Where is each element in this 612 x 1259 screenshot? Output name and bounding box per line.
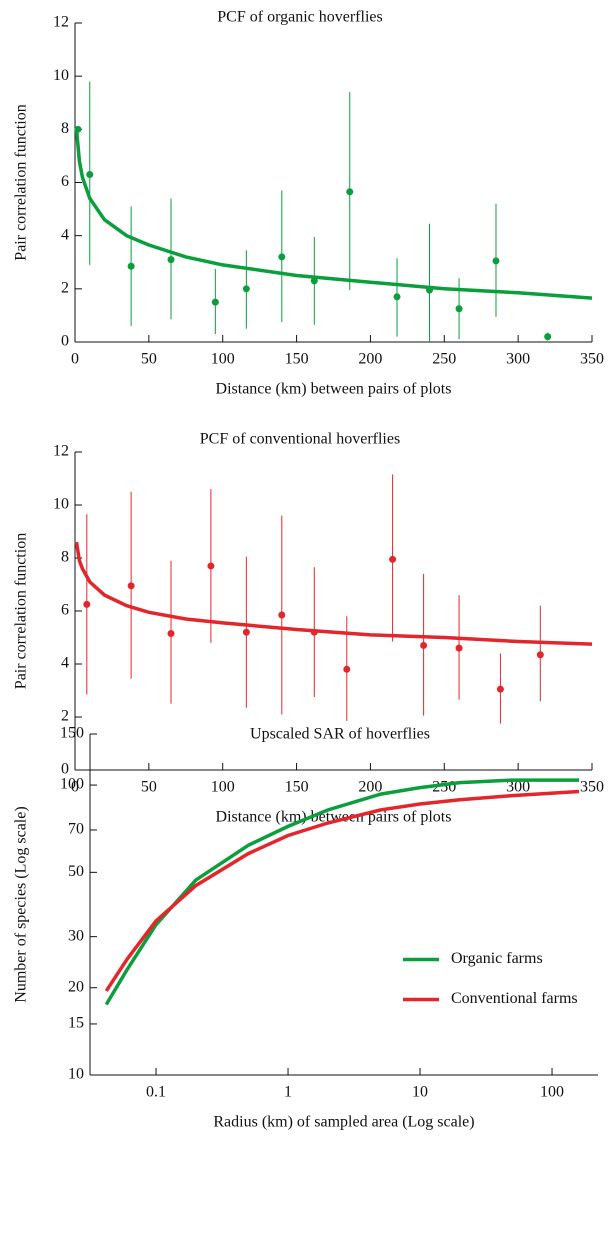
data-point — [393, 293, 401, 301]
data-point — [127, 262, 135, 270]
x-tick-label: 300 — [506, 779, 530, 796]
y-tick-label: 4 — [61, 655, 69, 672]
data-point — [242, 285, 250, 293]
x-tick-label: 300 — [506, 351, 530, 368]
y-tick-label: 6 — [61, 602, 69, 619]
y-tick-label: 6 — [61, 173, 69, 190]
legend-label: Conventional farms — [451, 990, 578, 1007]
data-point — [83, 600, 91, 608]
y-tick-label: 0 — [61, 333, 69, 350]
y-tick-label: 0 — [61, 761, 69, 778]
fit-line — [74, 129, 593, 300]
data-point — [346, 188, 354, 196]
y-tick-label: 12 — [53, 14, 69, 31]
data-point — [492, 257, 500, 265]
legend-label: Organic farms — [451, 950, 543, 967]
x-tick-label: 1 — [284, 1084, 292, 1101]
y-tick-label: 2 — [61, 708, 69, 725]
y-tick-label: 12 — [53, 443, 69, 460]
series-line — [104, 789, 580, 992]
x-axis-label: Radius (km) of sampled area (Log scale) — [213, 1114, 474, 1131]
data-point — [127, 582, 135, 590]
y-tick-label: 10 — [53, 496, 69, 513]
y-tick-label: 2 — [61, 280, 69, 297]
data-point — [536, 651, 544, 659]
y-tick-label: 15 — [68, 1015, 84, 1032]
x-tick-label: 100 — [540, 1084, 564, 1101]
data-point — [455, 305, 463, 313]
y-tick-label: 8 — [61, 120, 69, 137]
y-tick-label: 150 — [60, 725, 84, 742]
y-tick-label: 30 — [68, 927, 84, 944]
y-tick-label: 70 — [68, 821, 84, 838]
y-tick-label: 10 — [68, 1066, 84, 1083]
y-tick-label: 10 — [53, 67, 69, 84]
y-tick-label: 20 — [68, 978, 84, 995]
data-point — [496, 685, 504, 693]
data-point — [310, 277, 318, 285]
data-point — [455, 644, 463, 652]
data-point — [343, 665, 351, 673]
x-tick-label: 100 — [211, 351, 235, 368]
x-tick-label: 100 — [211, 779, 235, 796]
y-axis-label: Number of species (Log scale) — [13, 806, 30, 1002]
data-point — [211, 298, 219, 306]
chart-title: PCF of organic hoverflies — [217, 9, 382, 26]
x-axis-label: Distance (km) between pairs of plots — [216, 381, 452, 398]
x-tick-label: 50 — [141, 779, 157, 796]
fit-line — [74, 541, 593, 646]
data-point — [167, 256, 175, 264]
x-tick-label: 50 — [141, 351, 157, 368]
x-tick-label: 10 — [412, 1084, 428, 1101]
x-tick-label: 0 — [71, 779, 79, 796]
x-tick-label: 200 — [358, 779, 382, 796]
y-axis-label: Pair correlation function — [13, 533, 30, 689]
data-point — [242, 628, 250, 636]
data-point — [278, 611, 286, 619]
data-point — [389, 555, 397, 563]
x-tick-label: 350 — [580, 351, 604, 368]
chart-title: Upscaled SAR of hoverflies — [250, 726, 430, 743]
chart-title: PCF of conventional hoverflies — [200, 431, 400, 448]
series-line — [104, 778, 579, 1006]
x-tick-label: 200 — [358, 351, 382, 368]
x-tick-label: 350 — [580, 779, 604, 796]
data-point — [278, 253, 286, 261]
x-tick-label: 250 — [432, 351, 456, 368]
y-tick-label: 100 — [60, 776, 84, 793]
x-tick-label: 150 — [285, 779, 309, 796]
data-point — [86, 171, 94, 179]
y-tick-label: 4 — [61, 226, 69, 243]
data-point — [544, 333, 552, 341]
x-tick-label: 0 — [71, 351, 79, 368]
data-point — [207, 562, 215, 570]
x-tick-label: 0.1 — [146, 1084, 166, 1101]
y-axis-label: Pair correlation function — [13, 104, 30, 260]
data-point — [420, 641, 428, 649]
x-tick-label: 150 — [285, 351, 309, 368]
y-tick-label: 50 — [68, 863, 84, 880]
y-tick-label: 8 — [61, 549, 69, 566]
data-point — [167, 630, 175, 638]
x-axis-label: Distance (km) between pairs of plots — [216, 809, 452, 826]
